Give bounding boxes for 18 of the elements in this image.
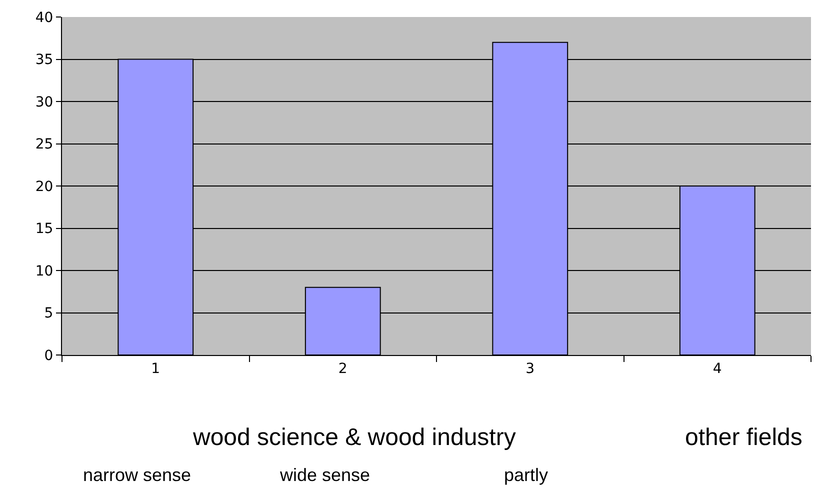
text: narrow sense bbox=[83, 465, 192, 485]
y-tick-label: 5 bbox=[44, 306, 54, 322]
y-tick-label: 40 bbox=[35, 10, 54, 26]
y-tick-label: 0 bbox=[44, 348, 54, 364]
text: other fields bbox=[685, 424, 802, 451]
y-tick-label: 20 bbox=[35, 178, 54, 195]
x-tick-label: 4 bbox=[712, 360, 722, 377]
text: wide sense bbox=[279, 465, 370, 485]
y-tick-label: 15 bbox=[35, 221, 54, 238]
y-tick-label: 30 bbox=[35, 94, 54, 110]
x-tick-label: 1 bbox=[151, 360, 160, 377]
text: wood science & wood industry bbox=[192, 424, 516, 451]
y-tick-label: 10 bbox=[35, 263, 54, 280]
y-tick-label: 35 bbox=[35, 52, 54, 68]
y-tick-label: 25 bbox=[35, 136, 54, 153]
x-tick-label: 2 bbox=[338, 360, 348, 377]
text: partly bbox=[504, 465, 548, 485]
x-tick-label: 3 bbox=[526, 360, 535, 377]
